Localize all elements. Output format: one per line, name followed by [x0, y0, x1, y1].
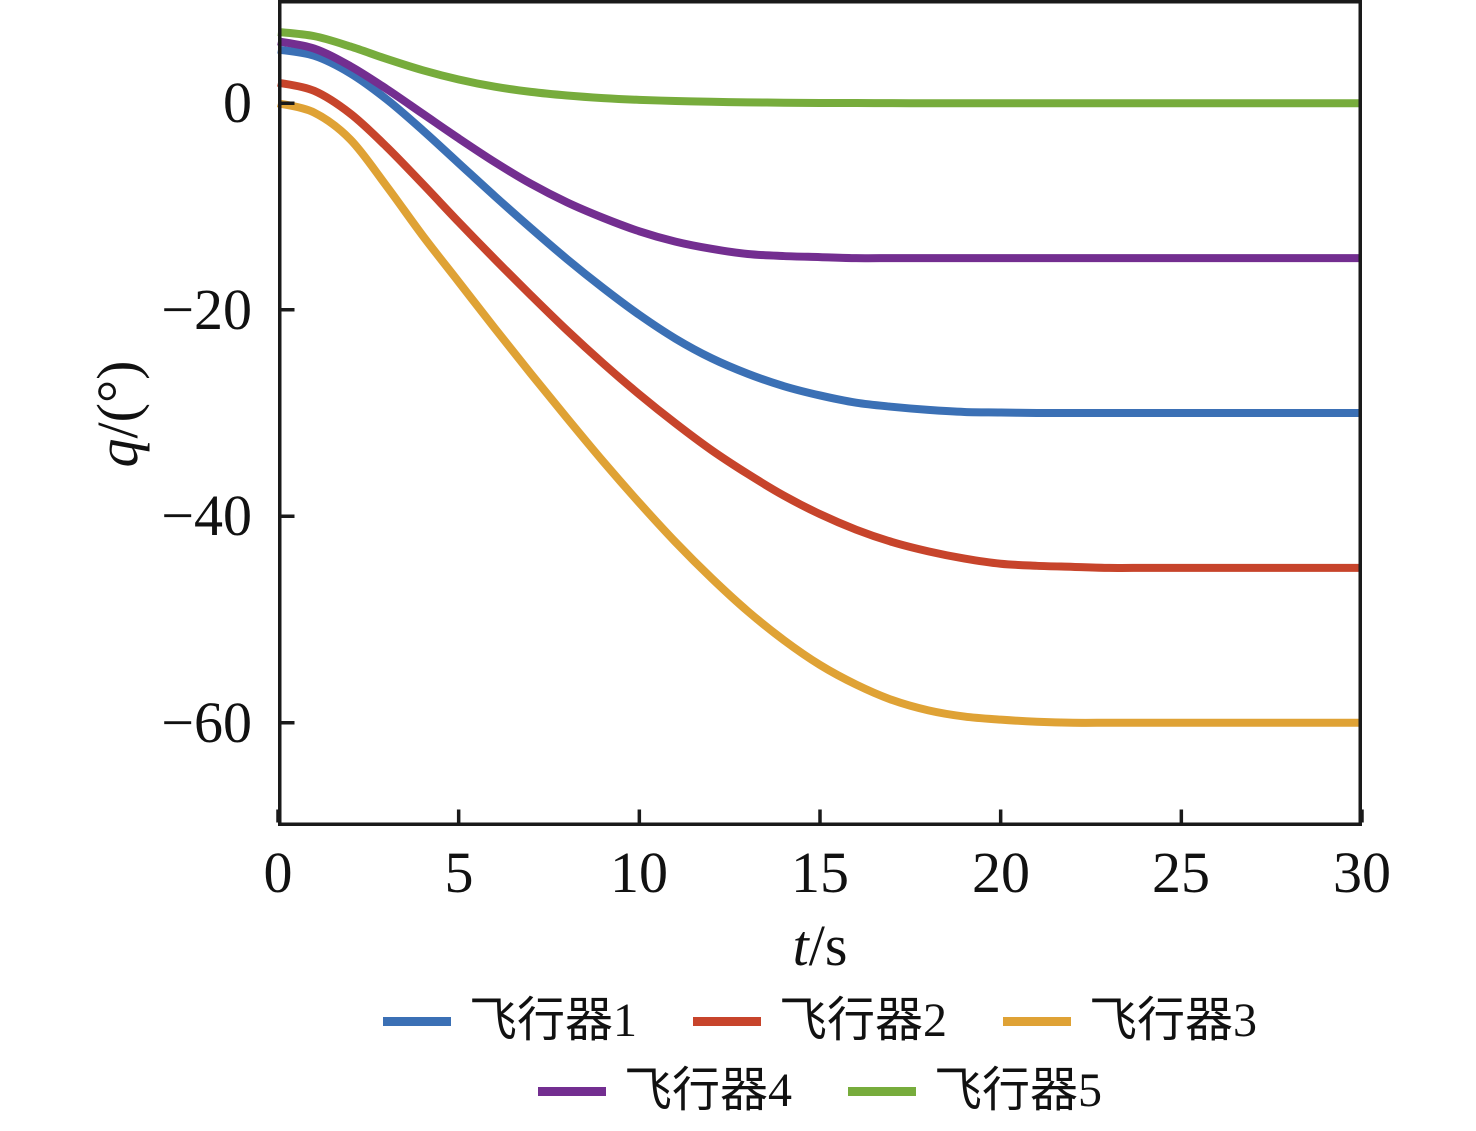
y-tick-label-0: 0: [223, 70, 252, 135]
x-axis-label-symbol: t: [792, 913, 809, 978]
x-tick-label-30: 30: [1333, 840, 1391, 905]
legend-row-1: 飞行器1 飞行器2 飞行器3: [382, 992, 1257, 1050]
series-line-飞行器2: [277, 78, 1362, 572]
legend-swatch-aircraft2: [692, 1016, 761, 1026]
x-tick-label-5: 5: [444, 840, 474, 905]
x-tick-label-15: 15: [791, 840, 849, 905]
series-line-飞行器5: [277, 28, 1362, 108]
legend-swatch-aircraft5: [848, 1086, 916, 1096]
legend-label-aircraft4: 飞行器4: [623, 1064, 792, 1117]
x-tick-label-0: 0: [263, 840, 293, 905]
x-tick-label-25: 25: [1152, 840, 1210, 905]
y-axis-label: q/(°): [85, 360, 150, 468]
legend-row-2: 飞行器4 飞行器5: [537, 1062, 1102, 1120]
y-tick-label-m40: −40: [161, 483, 252, 548]
y-tick-label-m60: −60: [161, 690, 252, 755]
y-tick-label-m20: −20: [161, 277, 252, 342]
series-line-飞行器1: [277, 45, 1362, 418]
legend-swatch-aircraft3: [1003, 1016, 1071, 1026]
x-axis-label-unit: /s: [808, 913, 848, 978]
legend-label-aircraft1: 飞行器1: [468, 994, 637, 1047]
legend-item-aircraft3: 飞行器3: [1003, 992, 1257, 1050]
y-axis-label-unit: /(°): [85, 360, 150, 439]
series-line-飞行器4: [277, 37, 1362, 263]
legend-swatch-aircraft4: [537, 1086, 606, 1096]
series-line-飞行器3: [277, 99, 1362, 727]
legend-label-aircraft3: 飞行器3: [1089, 994, 1258, 1047]
legend-item-aircraft4: 飞行器4: [537, 1062, 792, 1120]
x-tick-label-20: 20: [972, 840, 1030, 905]
legend: 飞行器1 飞行器2 飞行器3 飞行器4 飞行器5: [278, 992, 1362, 1120]
x-tick-label-10: 10: [610, 840, 668, 905]
legend-item-aircraft2: 飞行器2: [692, 992, 947, 1050]
legend-item-aircraft1: 飞行器1: [382, 992, 637, 1050]
legend-label-aircraft5: 飞行器5: [934, 1064, 1103, 1117]
y-axis-label-symbol: q: [85, 438, 150, 468]
axes-box: [278, 0, 1362, 826]
x-axis-label: t/s: [278, 916, 1362, 976]
legend-label-aircraft2: 飞行器2: [778, 994, 947, 1047]
legend-swatch-aircraft1: [382, 1016, 451, 1026]
legend-item-aircraft5: 飞行器5: [848, 1062, 1102, 1120]
